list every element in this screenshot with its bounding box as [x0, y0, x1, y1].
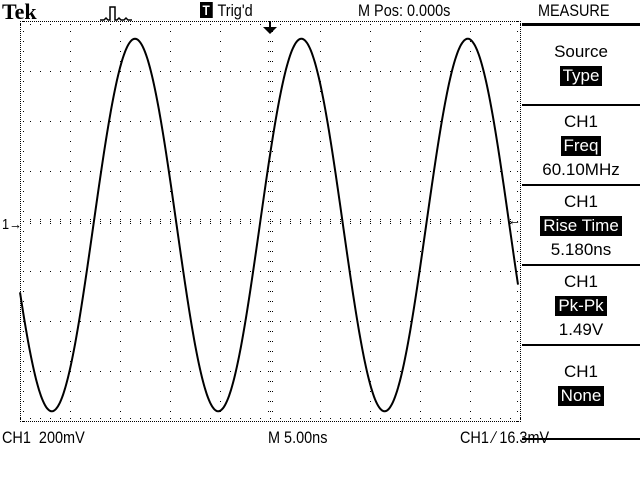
pulse-acquire-icon: [100, 6, 132, 21]
trigger-position-arrow-icon: [263, 21, 277, 34]
measurement-readout: 5.180ns: [550, 240, 612, 259]
menu-source-type[interactable]: Source Type: [522, 24, 640, 118]
brand-logo: Tek: [2, 0, 37, 24]
menu-value: Type: [559, 66, 603, 86]
trigger-status-text: Trig'd: [217, 1, 253, 20]
menu-label: CH1: [563, 272, 598, 291]
menu-value: Rise Time: [540, 216, 622, 236]
menu-label: CH1: [563, 192, 598, 211]
menu-title: MEASURE: [538, 1, 610, 20]
timebase: M 5.00ns: [268, 428, 328, 447]
graticule-dots: [20, 21, 521, 422]
ground-marker: 1→: [2, 216, 22, 233]
channel-scale: CH1 200mV: [2, 428, 85, 447]
trigger-level-marker: ←: [508, 212, 521, 229]
measurement-readout: 60.10MHz: [542, 160, 620, 179]
menu-ch1-rise-time[interactable]: CH1 Rise Time 5.180ns: [522, 184, 640, 268]
trigger-badge: T: [200, 2, 213, 18]
menu-label: CH1: [563, 362, 598, 381]
main-position: M Pos: 0.000s: [358, 1, 451, 20]
menu-ch1-pk-pk[interactable]: CH1 Pk-Pk 1.49V: [522, 264, 640, 348]
trigger-readout: CH1 ∕ 16.3mV: [460, 428, 550, 447]
menu-ch1-freq[interactable]: CH1 Freq 60.10MHz: [522, 104, 640, 188]
menu-label: Source: [554, 42, 608, 61]
menu-value: None: [557, 386, 605, 406]
menu-value: Pk-Pk: [555, 296, 607, 316]
menu-value: Freq: [560, 136, 602, 156]
ch1-waveform: [19, 37, 519, 413]
menu-label: CH1: [563, 112, 598, 131]
trigger-status: T Trig'd: [200, 2, 253, 20]
measurement-readout: 1.49V: [558, 320, 604, 339]
menu-ch1-none[interactable]: CH1 None: [522, 344, 640, 440]
